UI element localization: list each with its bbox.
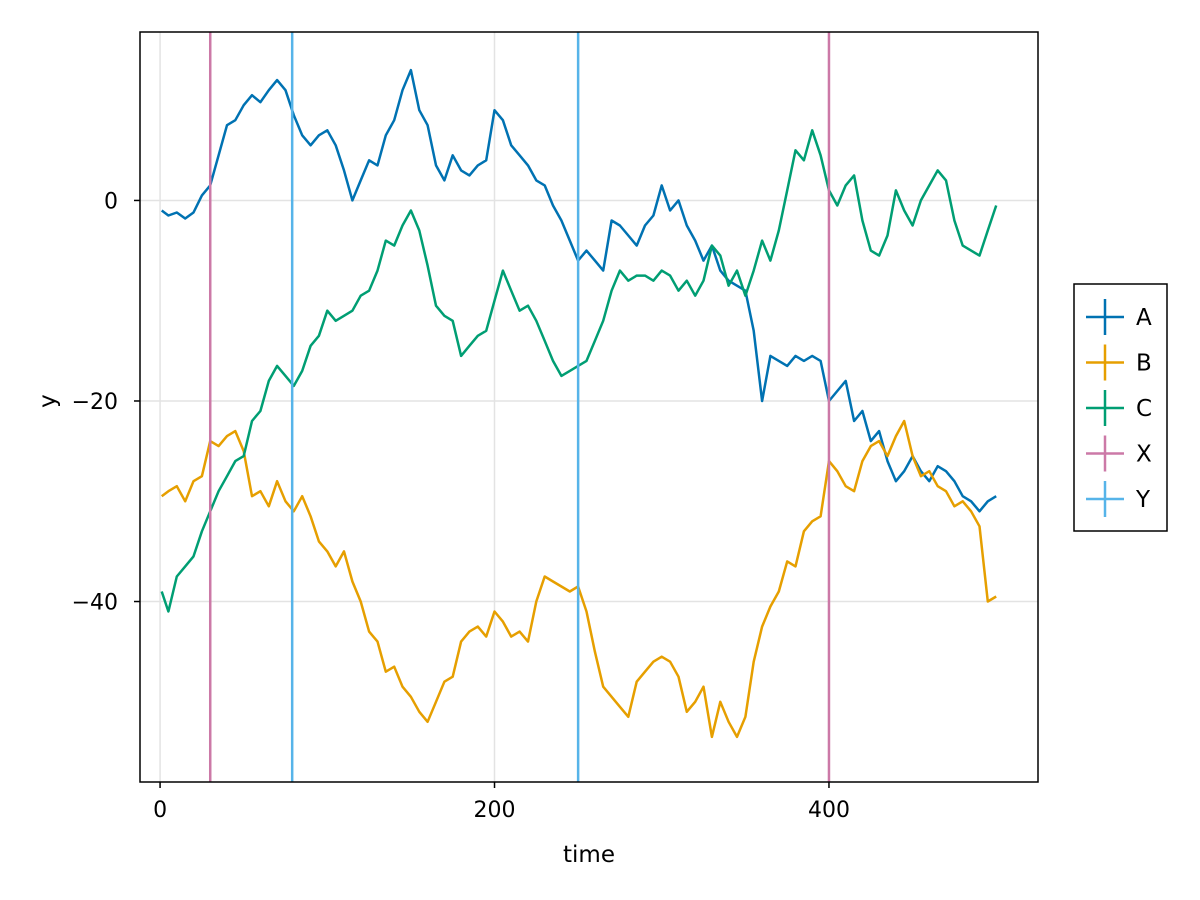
series-layer xyxy=(160,32,998,782)
y-tick-label: −40 xyxy=(72,591,118,616)
x-axis-title: time xyxy=(563,842,615,868)
y-tick-label: −20 xyxy=(72,390,118,415)
x-tick-label: 400 xyxy=(808,798,850,823)
legend-label-b: B xyxy=(1136,351,1152,377)
legend-item-b: B xyxy=(1086,344,1152,381)
legend-item-y: Y xyxy=(1086,481,1151,517)
legend-label-y: Y xyxy=(1135,487,1151,513)
legend-item-a: A xyxy=(1086,299,1152,335)
legend-label-a: A xyxy=(1136,305,1152,331)
axis-ticks: 0 200 400 −40 −20 0 xyxy=(72,189,850,823)
grid-lines xyxy=(140,32,1038,782)
plot-frame xyxy=(139,31,1039,783)
x-tick-label: 0 xyxy=(153,798,167,823)
legend-item-c: C xyxy=(1086,390,1152,426)
y-tick-label: 0 xyxy=(104,189,118,214)
x-tick-label: 200 xyxy=(474,798,516,823)
y-axis-title: y xyxy=(35,394,61,408)
legend-label-c: C xyxy=(1136,396,1152,422)
legend-item-x: X xyxy=(1086,435,1152,472)
legend-label-x: X xyxy=(1136,442,1152,468)
